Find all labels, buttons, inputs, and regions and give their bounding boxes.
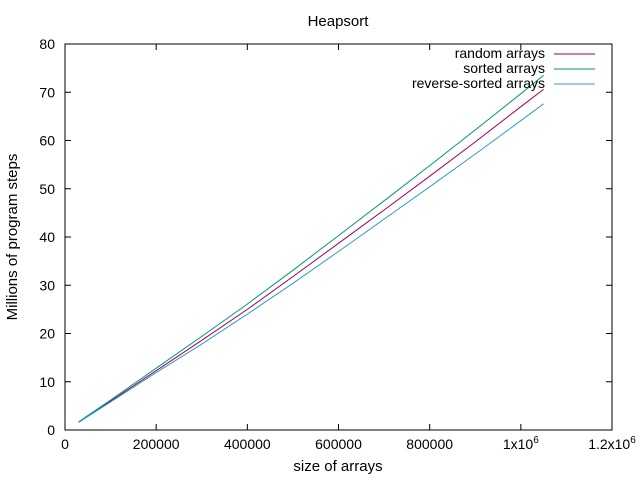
x-tick-label: 200000 bbox=[133, 436, 180, 452]
y-tick-label: 30 bbox=[39, 277, 55, 293]
y-tick-label: 70 bbox=[39, 84, 55, 100]
y-axis-label: Millions of program steps bbox=[4, 154, 21, 321]
legend-label: sorted arrays bbox=[463, 60, 545, 76]
series-lines bbox=[78, 75, 544, 423]
y-tick-label: 10 bbox=[39, 374, 55, 390]
x-tick-label: 800000 bbox=[406, 436, 453, 452]
series-line-reverse-sorted-arrays bbox=[78, 103, 544, 423]
y-axis: 0 10 20 30 40 50 60 70 80 bbox=[39, 36, 612, 438]
y-tick-label: 20 bbox=[39, 326, 55, 342]
plot-frame bbox=[64, 43, 613, 431]
y-tick-label: 50 bbox=[39, 181, 55, 197]
series-line-sorted-arrays bbox=[78, 75, 544, 423]
x-tick-label: 600000 bbox=[315, 436, 362, 452]
x-tick-label: 0 bbox=[61, 436, 69, 452]
legend-label: reverse-sorted arrays bbox=[412, 75, 545, 91]
y-tick-label: 60 bbox=[39, 133, 55, 149]
chart-title: Heapsort bbox=[308, 13, 370, 30]
x-tick-label: 1x106 bbox=[503, 435, 539, 452]
x-tick-label: 400000 bbox=[224, 436, 271, 452]
x-axis: 0 200000 400000 600000 800000 1x106 1.2x106 bbox=[61, 44, 636, 452]
y-tick-label: 80 bbox=[39, 36, 55, 52]
series-line-random-arrays bbox=[78, 89, 544, 423]
x-tick-label: 1.2x106 bbox=[588, 435, 636, 452]
legend-label: random arrays bbox=[455, 45, 545, 61]
y-tick-label: 0 bbox=[47, 422, 55, 438]
x-axis-label: size of arrays bbox=[293, 458, 382, 475]
y-tick-label: 40 bbox=[39, 229, 55, 245]
